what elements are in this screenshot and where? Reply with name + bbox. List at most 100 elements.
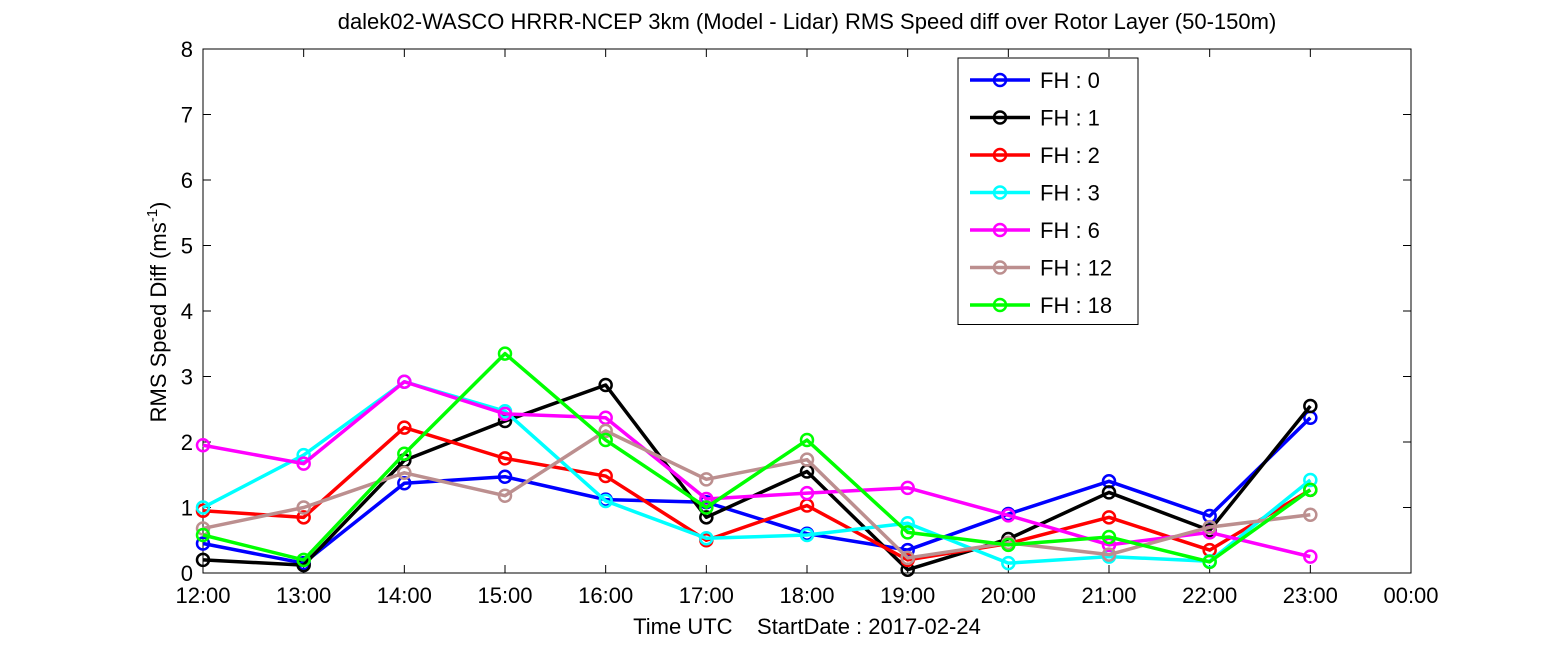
y-tick-label: 1 [181,496,193,521]
legend-item: FH : 3 [970,181,1100,206]
x-tick-label: 13:00 [276,583,331,608]
x-tick-label: 17:00 [679,583,734,608]
y-tick-label: 0 [181,561,193,586]
y-axis-label-main: RMS Speed Diff (ms [146,222,171,422]
series-line [202,429,1311,560]
data-point [296,552,311,568]
x-axis: 12:00 13:00 14:00 15:00 16:00 17:00 18:00 19:00… [175,583,1438,608]
x-tick-label: 16:00 [578,583,633,608]
data-point [1001,508,1016,523]
data-point [397,465,412,481]
legend-swatch-marker [992,297,1008,313]
x-tick-label: 23:00 [1283,583,1338,608]
y-tick-label: 6 [181,168,193,193]
data-point [397,446,412,462]
legend: FH : 0 FH : 1 FH : 2 FH : 3 FH : 6 FH : 12 FH … [957,57,1139,325]
legend-swatch-marker [992,147,1008,163]
data-point [497,469,513,484]
y-tick-label: 4 [181,299,193,324]
data-point [397,420,412,435]
x-tick-label: 15:00 [477,583,532,608]
data-point [799,452,815,467]
legend-label: FH : 12 [1040,256,1112,281]
data-point [1001,537,1016,553]
y-axis-label-close: ) [146,202,171,209]
legend-item: FH : 0 [970,68,1100,93]
data-point [799,485,815,501]
data-point [1001,555,1016,571]
data-point [598,432,613,448]
legend-swatch-marker [992,110,1008,125]
x-tick-label: 20:00 [981,583,1036,608]
data-point [598,423,613,439]
legend-item: FH : 2 [970,143,1100,168]
series-layer [195,346,1318,577]
data-point [1101,485,1117,500]
y-axis: 0 1 2 3 4 5 6 7 8 [181,37,193,586]
x-tick-label: 22:00 [1182,583,1237,608]
legend-swatch-marker [992,260,1008,275]
data-point [195,552,211,568]
legend-item: FH : 6 [970,218,1100,243]
legend-label: FH : 0 [1040,68,1100,93]
x-tick-label: 19:00 [880,583,935,608]
data-point [900,480,915,496]
data-point [397,374,412,389]
data-point [699,491,714,507]
data-point [699,500,714,515]
data-point [195,438,211,453]
data-point [1202,519,1217,535]
x-tick-label: 00:00 [1383,583,1438,608]
data-point [296,510,311,525]
data-point [1202,554,1217,570]
series-line [202,425,1312,562]
legend-label: FH : 6 [1040,218,1100,243]
x-axis-label: Time UTC StartDate : 2017-02-24 [633,614,981,639]
data-point [799,432,815,448]
data-point [296,500,311,515]
data-point [1303,472,1318,488]
legend-item: FH : 18 [970,293,1112,318]
y-tick-label: 3 [181,365,193,390]
data-point [1303,482,1318,498]
data-point [699,510,714,525]
legend-swatch-marker [992,72,1008,88]
data-point [497,406,513,422]
data-point [1303,549,1318,564]
data-point [1101,537,1117,553]
data-point [497,451,513,466]
legend-item: FH : 12 [970,256,1112,281]
data-point [699,472,714,487]
data-point [799,527,815,543]
legend-label: FH : 3 [1040,181,1100,206]
legend-swatch-marker [992,222,1008,238]
data-point [195,521,211,536]
data-point [1101,547,1117,562]
series-fh-12 [195,423,1318,566]
x-tick-label: 18:00 [779,583,834,608]
data-point [497,346,513,361]
data-point [900,550,915,566]
data-point [1101,510,1117,525]
data-point [900,515,915,531]
data-point [598,377,613,393]
y-tick-label: 7 [181,103,193,128]
data-point [195,527,211,543]
legend-label: FH : 1 [1040,106,1100,131]
data-point [598,468,613,484]
legend-item: FH : 1 [970,106,1100,131]
data-point [397,476,412,491]
data-point [1303,507,1318,522]
series-line [202,351,1312,564]
series-fh-18 [195,346,1318,570]
data-point [497,488,513,503]
data-point [195,536,211,551]
data-point [195,500,211,515]
plot-area [202,48,1412,574]
y-tick-label: 8 [181,37,193,62]
data-point [900,525,915,540]
legend-label: FH : 2 [1040,143,1100,168]
legend-swatch-marker [992,185,1008,200]
data-point [296,456,311,471]
